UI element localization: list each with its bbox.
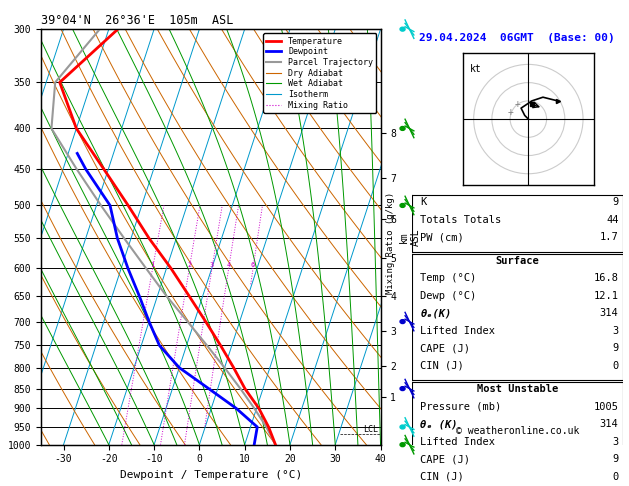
Text: θₑ(K): θₑ(K) xyxy=(420,309,452,318)
X-axis label: Dewpoint / Temperature (°C): Dewpoint / Temperature (°C) xyxy=(120,470,302,480)
Text: 314: 314 xyxy=(599,419,618,429)
Text: 3: 3 xyxy=(612,437,618,447)
Text: LCL: LCL xyxy=(364,425,378,434)
Text: 9: 9 xyxy=(612,454,618,464)
Text: 16.8: 16.8 xyxy=(594,274,618,283)
Text: 1: 1 xyxy=(150,262,155,268)
Text: 2: 2 xyxy=(187,262,191,268)
Text: 0: 0 xyxy=(612,361,618,371)
Text: 1005: 1005 xyxy=(594,402,618,412)
Text: Mixing Ratio (g/kg): Mixing Ratio (g/kg) xyxy=(386,192,394,294)
Text: 6: 6 xyxy=(251,262,255,268)
Text: © weatheronline.co.uk: © weatheronline.co.uk xyxy=(455,426,579,436)
Text: 9: 9 xyxy=(612,197,618,208)
Text: PW (cm): PW (cm) xyxy=(420,232,464,243)
Text: 1.7: 1.7 xyxy=(599,232,618,243)
Text: Surface: Surface xyxy=(496,256,539,266)
Text: Dewp (°C): Dewp (°C) xyxy=(420,291,477,301)
Text: CIN (J): CIN (J) xyxy=(420,472,464,482)
Text: Lifted Index: Lifted Index xyxy=(420,326,496,336)
Text: K: K xyxy=(420,197,426,208)
Text: 0: 0 xyxy=(612,472,618,482)
Text: 3: 3 xyxy=(612,326,618,336)
Y-axis label: hPa: hPa xyxy=(0,227,2,247)
Text: +: + xyxy=(515,100,520,109)
Y-axis label: km
ASL: km ASL xyxy=(399,228,421,246)
Text: 314: 314 xyxy=(599,309,618,318)
Text: 3: 3 xyxy=(210,262,214,268)
Text: Totals Totals: Totals Totals xyxy=(420,215,502,225)
Text: 12.1: 12.1 xyxy=(594,291,618,301)
Text: Temp (°C): Temp (°C) xyxy=(420,274,477,283)
Text: 44: 44 xyxy=(606,215,618,225)
Text: 39°04'N  26°36'E  105m  ASL: 39°04'N 26°36'E 105m ASL xyxy=(41,14,233,27)
Text: +: + xyxy=(507,107,513,117)
Text: CAPE (J): CAPE (J) xyxy=(420,454,470,464)
Text: kt: kt xyxy=(470,64,482,74)
Text: 4: 4 xyxy=(226,262,231,268)
Text: θₑ (K): θₑ (K) xyxy=(420,419,458,429)
Text: 29.04.2024  06GMT  (Base: 00): 29.04.2024 06GMT (Base: 00) xyxy=(420,34,615,43)
Legend: Temperature, Dewpoint, Parcel Trajectory, Dry Adiabat, Wet Adiabat, Isotherm, Mi: Temperature, Dewpoint, Parcel Trajectory… xyxy=(263,34,376,113)
Text: Lifted Index: Lifted Index xyxy=(420,437,496,447)
Text: 9: 9 xyxy=(612,343,618,353)
Text: CAPE (J): CAPE (J) xyxy=(420,343,470,353)
Text: Most Unstable: Most Unstable xyxy=(477,384,558,395)
Text: CIN (J): CIN (J) xyxy=(420,361,464,371)
Text: Pressure (mb): Pressure (mb) xyxy=(420,402,502,412)
